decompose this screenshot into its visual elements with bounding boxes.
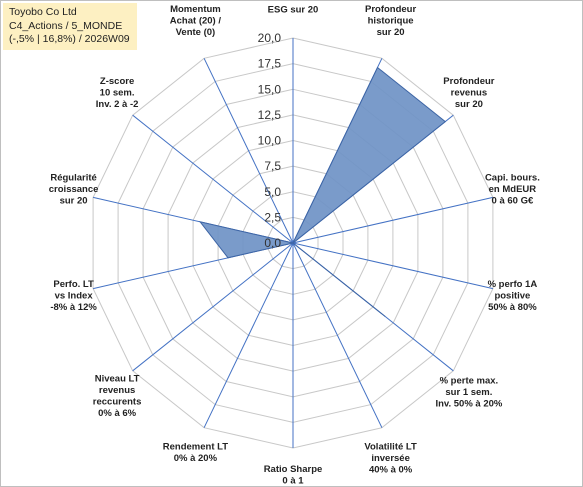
axis-label-line: 10 sem. — [100, 88, 135, 99]
axis-label-line: reccurents — [93, 396, 142, 407]
axis-label-line: Inv. 2 à -2 — [96, 99, 139, 110]
tick-label: 2,5 — [264, 210, 281, 224]
axis-label-line: 40% à 0% — [369, 465, 413, 476]
axis-label-line: Achat (20) / — [170, 15, 222, 26]
axis-label-line: ESG sur 20 — [268, 5, 319, 16]
axis-label-14: Momentum Achat (20) / Vente (0) — [170, 4, 222, 38]
axis-label-3: Profondeur revenus sur 20 — [443, 76, 494, 110]
axis-label-line: sur 20 — [60, 195, 88, 206]
axis-label-line: Rendement LT — [163, 442, 228, 453]
tick-label: 17,5 — [258, 57, 282, 71]
axis-label-5: % perfo 1A positive 50% à 80% — [488, 279, 538, 313]
axis-label-line: 0% à 20% — [174, 453, 218, 464]
tick-label: 12,5 — [258, 108, 282, 122]
axis-label-line: Momentum — [170, 4, 221, 15]
tick-label: 10,0 — [258, 134, 282, 148]
tick-label: 5,0 — [264, 185, 281, 199]
axis-label-line: sur 20 — [455, 99, 483, 110]
axis-label-line: % perfo 1A — [488, 279, 538, 290]
axis-label-11: Perfo. LT vs Index -8% à 12% — [50, 279, 97, 313]
chart-title-box: Toyobo Co Ltd C4_Actions / 5_MONDE (-,5%… — [3, 3, 137, 50]
axis-label-line: Niveau LT — [95, 373, 140, 384]
tick-label: 15,0 — [258, 82, 282, 96]
axis-label-line: Z-score — [100, 76, 134, 87]
portfolio-label: C4_Actions / 5_MONDE — [9, 19, 123, 32]
company-name: Toyobo Co Ltd — [9, 6, 77, 18]
axis-label-line: Régularité — [50, 172, 96, 183]
axis-label-12: Régularité croissance sur 20 — [49, 172, 99, 206]
axis-label-line: sur 1 sem. — [445, 387, 492, 398]
axis-spoke-13 — [132, 114, 294, 244]
axis-label-line: sur 20 — [377, 27, 405, 38]
axis-spoke-14 — [203, 58, 294, 244]
axis-label-line: Inv. 50% à 20% — [435, 399, 502, 410]
axis-label-line: en MdEUR — [489, 184, 537, 195]
axis-label-line: Ratio Sharpe — [264, 464, 323, 475]
axis-label-line: 0 à 60 G€ — [492, 195, 534, 206]
axis-spoke-9 — [203, 242, 294, 428]
axis-label-6: % perte max. sur 1 sem. Inv. 50% à 20% — [435, 376, 502, 410]
axis-spoke-5 — [292, 242, 494, 290]
data-series-area — [198, 66, 447, 317]
axis-label-line: revenus — [99, 385, 135, 396]
axis-label-line: Vente (0) — [176, 27, 216, 38]
axis-spoke-4 — [292, 196, 494, 244]
axis-label-line: 0 à 1 — [282, 476, 304, 487]
axis-label-line: 0% à 6% — [98, 408, 137, 419]
axis-label-line: Profondeur — [443, 76, 494, 87]
tick-label: 0,0 — [264, 236, 281, 250]
axis-label-line: Perfo. LT — [53, 279, 94, 290]
axis-label-line: croissance — [49, 184, 99, 195]
axis-label-line: positive — [494, 291, 530, 302]
axis-label-line: Volatilité LT — [364, 442, 417, 453]
tick-label: 7,5 — [264, 159, 281, 173]
period-label: (-,5% | 16,8%) / 2026W09 — [9, 33, 130, 45]
axis-label-line: historique — [368, 15, 414, 26]
axis-label-4: Capi. bours. en MdEUR 0 à 60 G€ — [485, 172, 540, 206]
axis-label-line: Note — [282, 1, 303, 4]
axis-label-9: Rendement LT 0% à 20% — [163, 442, 228, 465]
axis-label-10: Niveau LT revenus reccurents 0% à 6% — [93, 373, 142, 419]
axis-label-line: Capi. bours. — [485, 172, 540, 183]
axis-label-7: Volatilité LT inversée 40% à 0% — [364, 442, 417, 476]
axis-label-line: vs Index — [55, 291, 94, 302]
axis-label-line: % perte max. — [440, 376, 499, 387]
axis-label-line: 50% à 80% — [488, 302, 537, 313]
axis-label-line: -8% à 12% — [50, 302, 97, 313]
tick-label: 20,0 — [258, 31, 282, 45]
axis-label-8: Ratio Sharpe 0 à 1 — [264, 464, 323, 486]
axis-label-2: Profondeur historique sur 20 — [365, 4, 416, 38]
axis-label-1: NoteESG sur 20 — [268, 1, 319, 16]
axis-spoke-7 — [292, 242, 383, 428]
axis-label-line: Profondeur — [365, 4, 416, 15]
axis-label-13: Z-score 10 sem. Inv. 2 à -2 — [96, 76, 139, 110]
axis-label-line: inversée — [371, 453, 410, 464]
axis-spoke-10 — [132, 242, 294, 372]
axis-label-line: revenus — [451, 88, 487, 99]
